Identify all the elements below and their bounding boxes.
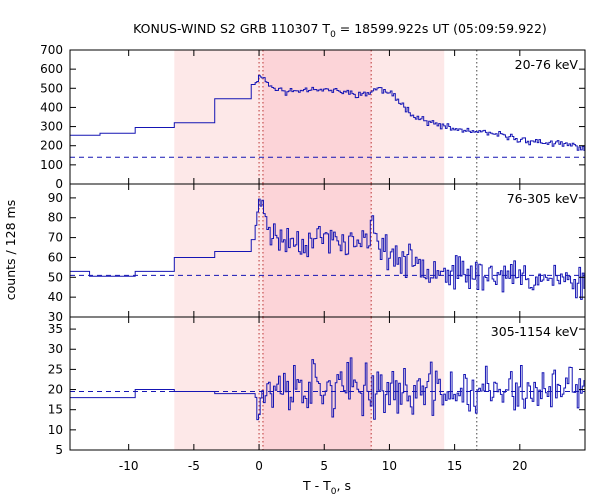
panel-3: 5 10 15 20 25 30 35 305-1154 keV: [48, 316, 586, 457]
y-tick-label: 300: [40, 120, 63, 134]
energy-band-label: 305-1154 keV: [491, 324, 579, 339]
y-tick-label: 30: [48, 310, 63, 324]
y-tick-label: 40: [48, 290, 63, 304]
y-tick-label: 10: [48, 423, 63, 437]
x-tick-label: 15: [447, 459, 462, 473]
y-tick-label: 600: [40, 62, 63, 76]
y-tick-label: 5: [55, 443, 63, 457]
y-tick-label: 700: [40, 43, 63, 57]
y-tick-label: 80: [48, 211, 63, 225]
energy-band-label: 20-76 keV: [515, 57, 579, 72]
y-tick-label: 90: [48, 191, 63, 205]
x-tick-label: -5: [188, 459, 200, 473]
x-tick-label: 5: [320, 459, 328, 473]
y-tick-label: 200: [40, 139, 63, 153]
y-tick-label: 15: [48, 403, 63, 417]
panel-2: 30 40 50 60 70 80 90 76-305 keV: [48, 183, 586, 324]
y-tick-label: 0: [55, 177, 63, 191]
y-tick-label: 100: [40, 158, 63, 172]
chart-title: KONUS-WIND S2 GRB 110307 T0 = 18599.922s…: [133, 21, 547, 40]
y-tick-label: 30: [48, 342, 63, 356]
y-tick-label: 50: [48, 270, 63, 284]
y-tick-label: 500: [40, 81, 63, 95]
x-axis-label-suffix: , s: [337, 478, 351, 493]
x-tick-label: 0: [255, 459, 263, 473]
panel-frame: [69, 316, 586, 451]
light-curve-series: [70, 74, 585, 151]
y-tick-label: 60: [48, 250, 63, 264]
y-tick-label: 35: [48, 322, 63, 336]
x-tick-label: 10: [382, 459, 397, 473]
chart-title-subscript: 0: [330, 30, 336, 40]
shaded-interval-2: [262, 317, 372, 450]
shaded-interval-2: [262, 50, 372, 184]
y-tick-label: 400: [40, 100, 63, 114]
shaded-interval-2: [262, 184, 372, 317]
chart-title-prefix: KONUS-WIND S2 GRB 110307 T: [133, 21, 330, 36]
light-curve-series: [70, 357, 585, 421]
y-axis-label: counts / 128 ms: [3, 200, 18, 300]
y-tick-label: 25: [48, 362, 63, 376]
panel-1: 0 100 200 300 400 500 600 700 20-76 keV: [40, 43, 586, 191]
x-axis-label-subscript: 0: [331, 487, 337, 497]
y-tick-label: 70: [48, 231, 63, 245]
y-tick-label: 20: [48, 383, 63, 397]
light-curve-series: [70, 198, 585, 300]
x-axis-label-prefix: T - T: [302, 478, 331, 493]
chart-title-suffix: = 18599.922s UT (05:09:59.922): [336, 21, 547, 36]
x-axis-label: T - T0, s: [302, 478, 351, 497]
x-tick-label: 20: [512, 459, 527, 473]
energy-band-label: 76-305 keV: [507, 191, 579, 206]
x-tick-label: -10: [119, 459, 139, 473]
